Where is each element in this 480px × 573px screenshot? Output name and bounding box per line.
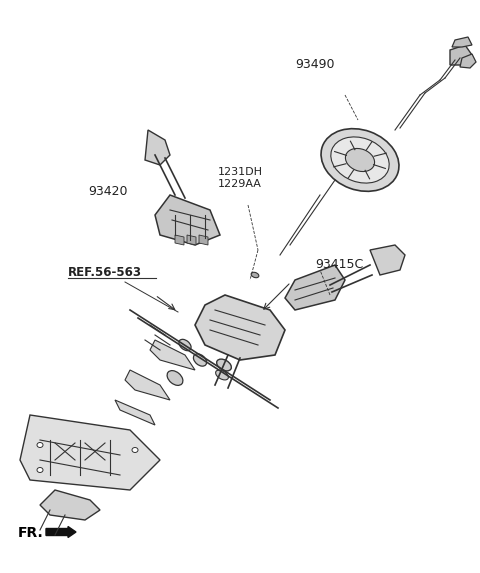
Text: 1229AA: 1229AA [218, 179, 262, 189]
Polygon shape [115, 400, 155, 425]
Polygon shape [145, 130, 170, 165]
Text: 93490: 93490 [295, 58, 335, 71]
FancyArrow shape [46, 527, 76, 537]
Ellipse shape [179, 339, 191, 351]
Ellipse shape [37, 468, 43, 473]
Polygon shape [175, 235, 184, 245]
Polygon shape [40, 490, 100, 520]
Text: REF.56-563: REF.56-563 [68, 266, 142, 279]
Polygon shape [187, 235, 196, 245]
Ellipse shape [331, 137, 389, 183]
Text: 93420: 93420 [88, 185, 128, 198]
Polygon shape [285, 265, 345, 310]
Polygon shape [20, 415, 160, 490]
Polygon shape [460, 54, 476, 68]
Ellipse shape [193, 354, 206, 366]
Ellipse shape [346, 148, 374, 171]
Polygon shape [195, 295, 285, 360]
Ellipse shape [216, 359, 231, 371]
Ellipse shape [216, 370, 228, 380]
Ellipse shape [37, 442, 43, 448]
Text: 1231DH: 1231DH [218, 167, 263, 177]
Polygon shape [452, 37, 472, 47]
Text: FR.: FR. [18, 526, 44, 540]
Polygon shape [125, 370, 170, 400]
Ellipse shape [251, 272, 259, 278]
Ellipse shape [167, 371, 183, 386]
Polygon shape [155, 195, 220, 245]
Ellipse shape [132, 448, 138, 453]
Polygon shape [450, 45, 472, 65]
Polygon shape [370, 245, 405, 275]
Text: 93415C: 93415C [315, 258, 363, 271]
Polygon shape [150, 340, 195, 370]
Ellipse shape [321, 129, 399, 191]
Polygon shape [199, 235, 208, 245]
